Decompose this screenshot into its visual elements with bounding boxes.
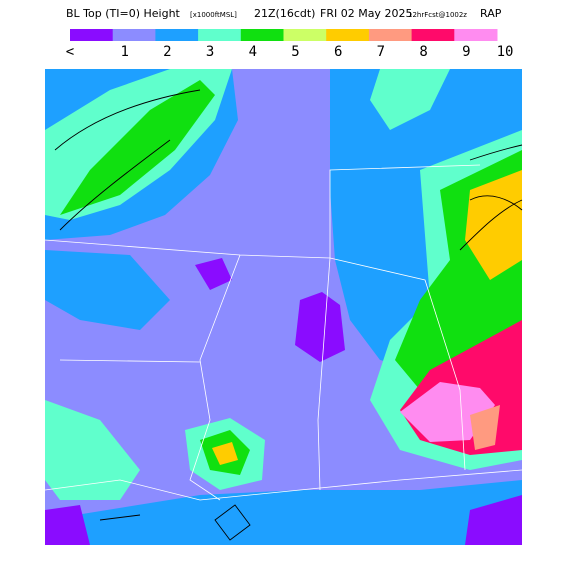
color-swatch (112, 29, 156, 41)
contour-line (54, 89, 523, 541)
state-border (44, 164, 523, 501)
field-region (60, 80, 215, 215)
map-title: BL Top (TI=0) Height (66, 7, 181, 20)
color-swatch (240, 29, 284, 41)
color-swatch (70, 29, 114, 41)
field-region (195, 258, 232, 290)
forecast: 12hrFcst@1002z (408, 11, 467, 19)
scale-label: < (66, 44, 74, 60)
field-region (212, 442, 238, 465)
field-region (465, 170, 522, 280)
scale-label: 10 (497, 44, 514, 60)
scale-label: 9 (462, 44, 470, 60)
color-swatch (326, 29, 370, 41)
color-swatch (368, 29, 413, 41)
scale-label: 6 (334, 44, 342, 60)
scale-label: 4 (249, 44, 257, 60)
scale-label: 7 (377, 44, 385, 60)
scale-label: 2 (163, 44, 171, 60)
units: [x1000ftMSL] (190, 11, 237, 19)
field-region (470, 405, 500, 450)
field-region (45, 480, 522, 545)
valid-time: 21Z(16cdt) (254, 7, 315, 20)
scale-label: 5 (291, 44, 299, 60)
field-region (465, 495, 522, 545)
field-region (45, 250, 170, 330)
field-region (45, 400, 140, 500)
color-swatch (454, 29, 498, 41)
color-swatch (198, 29, 242, 41)
scale-label: 8 (419, 44, 427, 60)
field-region (45, 505, 90, 545)
map (44, 69, 523, 545)
date: FRI 02 May 2025 (320, 7, 412, 20)
field-region (295, 292, 345, 362)
color-swatch (155, 29, 199, 41)
color-bar: <1 2 3 4 5 6 7 8 9 10 (66, 29, 514, 60)
field-region (400, 382, 495, 442)
field-region (370, 69, 450, 130)
color-swatch (411, 29, 455, 41)
model: RAP (480, 7, 502, 20)
scale-label: 3 (206, 44, 214, 60)
color-swatch (283, 29, 327, 41)
scale-label: 1 (120, 44, 128, 60)
